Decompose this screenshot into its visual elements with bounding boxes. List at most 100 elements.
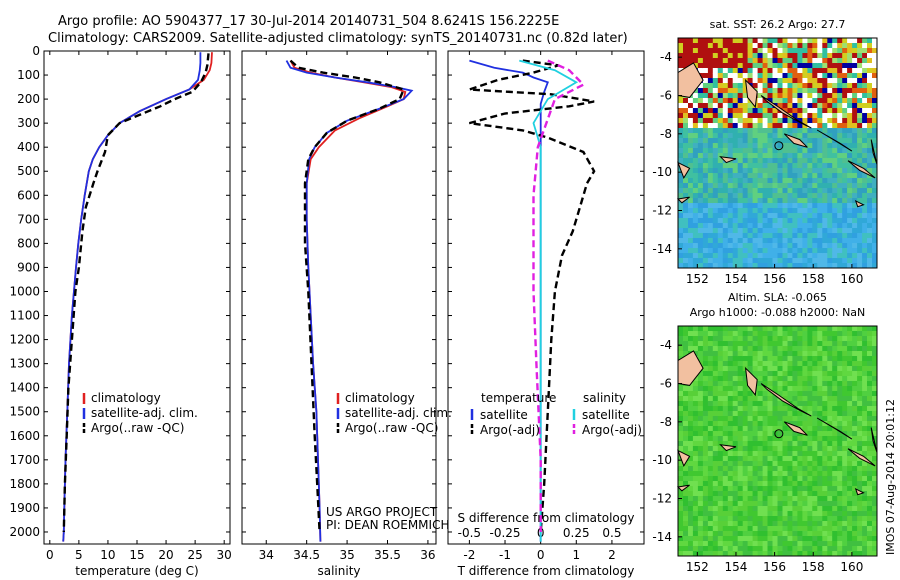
map-cell xyxy=(807,98,813,104)
map-cell xyxy=(732,68,739,74)
map-cell xyxy=(702,218,709,224)
map-cell xyxy=(752,366,759,372)
map-cell xyxy=(757,466,764,472)
map-cell xyxy=(717,361,724,367)
map-cell xyxy=(817,346,823,352)
map-cell xyxy=(782,238,788,244)
map-cell xyxy=(722,43,729,49)
map-cell xyxy=(812,113,818,119)
map-cell xyxy=(812,168,818,174)
map-cell xyxy=(767,451,773,457)
map-cell xyxy=(742,521,749,527)
map-cell xyxy=(847,128,853,134)
map-cell xyxy=(822,48,828,54)
map-cell xyxy=(847,471,853,477)
map-cell xyxy=(792,476,798,482)
plot-frame xyxy=(43,50,231,545)
map-cell xyxy=(867,133,873,139)
map-cell xyxy=(702,406,709,412)
map-cell xyxy=(678,113,684,119)
map-cell xyxy=(767,198,773,204)
map-cell xyxy=(807,258,813,264)
map-cell xyxy=(752,248,759,254)
map-cell xyxy=(842,118,848,124)
map-cell xyxy=(837,163,843,169)
map-cell xyxy=(787,381,793,387)
map-cell xyxy=(847,203,853,209)
map-cell xyxy=(722,361,729,367)
map-cell xyxy=(752,471,759,477)
map-cell xyxy=(752,356,759,362)
map-cell xyxy=(782,218,788,224)
map-cell xyxy=(732,183,739,189)
map-cell xyxy=(872,243,878,249)
map-cell xyxy=(702,546,709,552)
map-cell xyxy=(827,238,833,244)
series-line-argo xyxy=(289,59,406,533)
map-cell xyxy=(852,341,858,347)
map-cell xyxy=(757,551,764,557)
map-cell xyxy=(722,233,729,239)
map-cell xyxy=(757,541,764,547)
map-cell xyxy=(842,188,848,194)
map-cell xyxy=(767,391,773,397)
map-cell xyxy=(678,243,684,249)
map-cell xyxy=(827,78,833,84)
map-cell xyxy=(702,456,709,462)
map-cell xyxy=(867,466,873,472)
map-cell xyxy=(802,351,808,357)
map-cell xyxy=(792,183,798,189)
map-cell xyxy=(767,541,773,547)
map-cell xyxy=(722,153,729,159)
map-cell xyxy=(702,258,709,264)
map-cell xyxy=(678,53,684,59)
map-cell xyxy=(847,466,853,472)
map-cell xyxy=(822,456,828,462)
map-cell xyxy=(752,426,759,432)
map-cell xyxy=(747,208,754,214)
map-cell xyxy=(692,48,699,54)
map-cell xyxy=(727,233,734,239)
map-cell xyxy=(797,73,803,79)
map-cell xyxy=(807,153,813,159)
map-cell xyxy=(762,83,769,89)
map-cell xyxy=(742,98,749,104)
map-cell xyxy=(727,203,734,209)
map-cell xyxy=(772,213,778,219)
map-cell xyxy=(752,143,759,149)
map-cell xyxy=(837,536,843,542)
map-cell xyxy=(712,143,719,149)
map-cell xyxy=(717,138,724,144)
map-cell xyxy=(827,496,833,502)
map-cell xyxy=(822,113,828,119)
map-cell xyxy=(842,158,848,164)
map-cell xyxy=(802,546,808,552)
map-cell xyxy=(692,243,699,249)
map-cell xyxy=(852,263,858,269)
map-cell xyxy=(767,243,773,249)
map-cell xyxy=(747,188,754,194)
map-cell xyxy=(757,531,764,537)
map-cell xyxy=(787,511,793,517)
map-cell xyxy=(867,38,873,44)
map-cell xyxy=(737,386,744,392)
map-cell xyxy=(688,58,694,64)
map-cell xyxy=(837,406,843,412)
map-cell xyxy=(772,551,778,557)
map-cell xyxy=(722,366,729,372)
map-cell xyxy=(802,411,808,417)
map-cell xyxy=(722,521,729,527)
map-cell xyxy=(688,198,694,204)
map-cell xyxy=(737,118,744,124)
map-cell xyxy=(807,108,813,114)
map-cell xyxy=(852,401,858,407)
map-cell xyxy=(777,233,783,239)
map-cell xyxy=(707,466,714,472)
map-cell xyxy=(707,516,714,522)
map-cell xyxy=(822,421,828,427)
map-cell xyxy=(777,98,783,104)
map-cell xyxy=(752,128,759,134)
map-cell xyxy=(872,436,878,442)
map-cell xyxy=(683,426,689,432)
map-cell xyxy=(757,351,764,357)
